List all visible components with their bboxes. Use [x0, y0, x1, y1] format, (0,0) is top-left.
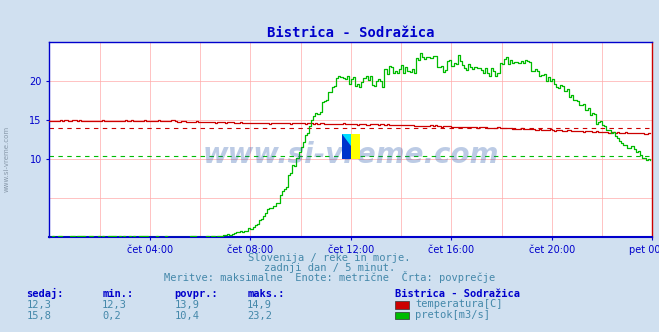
- Text: 23,2: 23,2: [247, 311, 272, 321]
- Text: Slovenija / reke in morje.: Slovenija / reke in morje.: [248, 253, 411, 263]
- Text: min.:: min.:: [102, 289, 133, 299]
- Text: temperatura[C]: temperatura[C]: [415, 299, 503, 309]
- Text: 0,2: 0,2: [102, 311, 121, 321]
- Text: 10,4: 10,4: [175, 311, 200, 321]
- Text: sedaj:: sedaj:: [26, 288, 64, 299]
- Polygon shape: [342, 133, 351, 146]
- Text: maks.:: maks.:: [247, 289, 285, 299]
- Text: 13,9: 13,9: [175, 300, 200, 310]
- Text: 14,9: 14,9: [247, 300, 272, 310]
- Text: www.si-vreme.com: www.si-vreme.com: [3, 126, 10, 193]
- Bar: [342, 133, 351, 159]
- Text: pretok[m3/s]: pretok[m3/s]: [415, 310, 490, 320]
- Text: Bistrica - Sodražica: Bistrica - Sodražica: [395, 289, 521, 299]
- Text: Meritve: maksimalne  Enote: metrične  Črta: povprečje: Meritve: maksimalne Enote: metrične Črta…: [164, 271, 495, 283]
- Text: www.si-vreme.com: www.si-vreme.com: [203, 141, 499, 169]
- Text: 12,3: 12,3: [26, 300, 51, 310]
- Text: 15,8: 15,8: [26, 311, 51, 321]
- Title: Bistrica - Sodražica: Bistrica - Sodražica: [267, 26, 435, 40]
- Text: povpr.:: povpr.:: [175, 289, 218, 299]
- Text: 12,3: 12,3: [102, 300, 127, 310]
- Text: zadnji dan / 5 minut.: zadnji dan / 5 minut.: [264, 263, 395, 273]
- Bar: [342, 133, 360, 159]
